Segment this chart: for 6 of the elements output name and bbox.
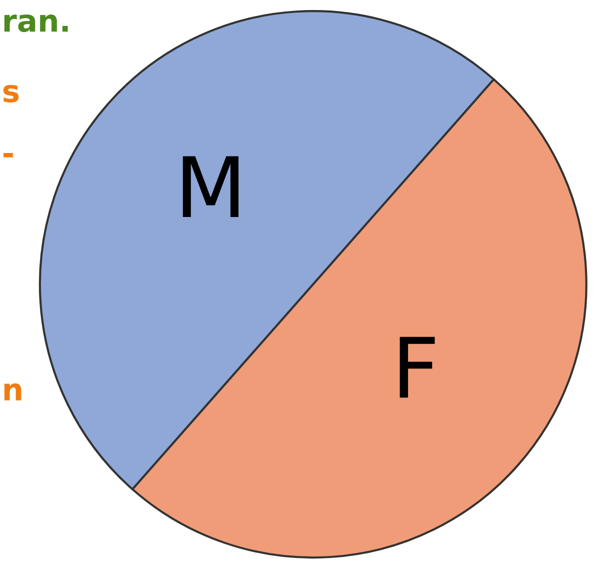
text: ran. <box>4 14 68 32</box>
slice-label: F <box>400 336 435 398</box>
text: n <box>4 383 22 400</box>
text: s <box>3 84 19 102</box>
text: - <box>4 153 13 158</box>
slice-label: M <box>182 156 238 217</box>
